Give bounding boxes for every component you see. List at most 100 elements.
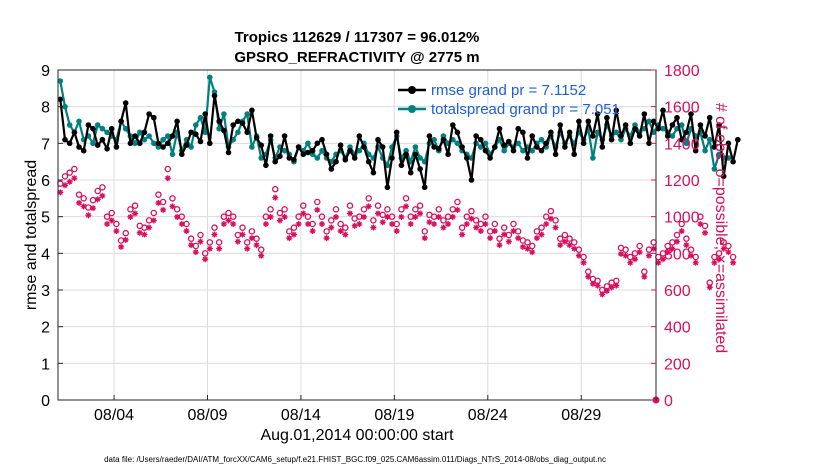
rmse-point (692, 147, 699, 154)
rmse-point (174, 118, 180, 125)
rmse-point (585, 118, 592, 125)
obs-assimilated-marker (150, 217, 157, 224)
obs-possible-marker (556, 235, 564, 242)
obs-possible-marker (314, 198, 321, 206)
rmse-point (426, 133, 433, 139)
obs-assimilated-marker (622, 252, 629, 259)
rmse-point (473, 133, 479, 139)
totalspread-point (613, 129, 620, 136)
rmse-point (281, 133, 288, 139)
y-right-tick-label: 200 (664, 356, 691, 373)
rmse-point (80, 147, 87, 154)
obs-possible-marker (276, 209, 284, 217)
chart-title: Tropics 112629 / 117307 = 96.012% (235, 29, 480, 46)
obs-possible-marker (491, 220, 499, 228)
obs-assimilated-marker (599, 291, 606, 298)
rmse-point (650, 118, 657, 125)
rmse-point (655, 125, 662, 132)
obs-possible-marker (318, 213, 326, 220)
rmse-point (85, 122, 92, 128)
rmse-point (412, 151, 419, 158)
rmse-point (337, 142, 344, 148)
rmse-point (487, 155, 493, 161)
rmse-point (459, 144, 465, 150)
y-right-tick-label: 1200 (664, 173, 700, 190)
obs-possible-marker (220, 213, 228, 220)
obs-possible-marker (61, 173, 69, 180)
rmse-point (230, 122, 236, 128)
obs-possible-marker (206, 239, 214, 246)
obs-assimilated-marker (113, 228, 120, 235)
totalspread-point (202, 129, 208, 136)
rmse-point (193, 131, 199, 137)
totalspread-point (122, 125, 129, 132)
obs-assimilated-marker (183, 228, 190, 235)
rmse-point (697, 122, 704, 128)
obs-possible-marker (673, 231, 681, 239)
obs-assimilated-marker (547, 215, 554, 222)
obs-assimilated-marker (711, 259, 718, 266)
totalspread-point (454, 140, 461, 147)
obs-assimilated-marker (702, 229, 709, 236)
rmse-point (464, 155, 470, 161)
rmse-point (71, 129, 78, 136)
obs-assimilated-marker (365, 203, 372, 210)
rmse-point (641, 111, 648, 117)
totalspread-point (417, 155, 423, 161)
rmse-point (492, 144, 498, 150)
obs-assimilated-marker (57, 189, 64, 196)
obs-assimilated-marker (118, 243, 125, 250)
rmse-point (557, 122, 563, 128)
totalspread-point (160, 136, 166, 143)
obs-assimilated-marker (417, 210, 424, 217)
obs-assimilated-marker (468, 215, 475, 222)
rmse-point (594, 111, 601, 117)
totalspread-point (314, 155, 321, 161)
rmse-point (267, 133, 274, 139)
rmse-point (263, 162, 269, 169)
rmse-point (468, 177, 475, 183)
rmse-point (379, 144, 386, 150)
obs-assimilated-marker (239, 231, 246, 238)
rmse-point (141, 129, 148, 136)
obs-possible-marker (398, 206, 405, 213)
y-right-tick-label: 1000 (664, 210, 700, 227)
obs-assimilated-marker (132, 210, 139, 217)
obs-assimilated-marker (482, 221, 489, 227)
obs-possible-marker (388, 213, 396, 220)
obs-assimilated-marker (613, 282, 620, 289)
obs-assimilated-marker (426, 219, 433, 226)
y-axis-left-label: rmse and totalspread (23, 160, 40, 310)
x-tick-label: 08/04 (94, 407, 134, 424)
totalspread-point (529, 147, 535, 154)
obs-assimilated-marker (566, 242, 573, 249)
rmse-point (108, 125, 115, 132)
rmse-point (571, 151, 577, 158)
obs-assimilated-marker (435, 213, 442, 220)
rmse-point (90, 125, 96, 132)
obs-assimilated-marker (603, 287, 610, 294)
rmse-point (436, 146, 442, 152)
obs-possible-marker (701, 222, 709, 230)
rmse-point (520, 129, 526, 136)
obs-assimilated-marker (80, 203, 87, 210)
obs-assimilated-marker (688, 252, 695, 259)
obs-possible-marker (402, 195, 410, 202)
rmse-point (118, 118, 124, 125)
rmse-point (725, 140, 732, 147)
obs-assimilated-marker (370, 224, 377, 231)
obs-assimilated-marker (627, 259, 634, 266)
y-left-tick-label: 2 (41, 320, 50, 337)
y-left-tick-label: 6 (41, 173, 50, 190)
obs-possible-marker (183, 220, 190, 228)
totalspread-point (146, 133, 152, 139)
rmse-point (669, 122, 676, 128)
obs-possible-marker (66, 169, 73, 176)
obs-assimilated-marker (146, 224, 153, 231)
totalspread-point (99, 125, 106, 132)
obs-assimilated-marker (580, 259, 587, 266)
obs-assimilated-marker (258, 252, 265, 259)
rmse-point (510, 147, 517, 154)
